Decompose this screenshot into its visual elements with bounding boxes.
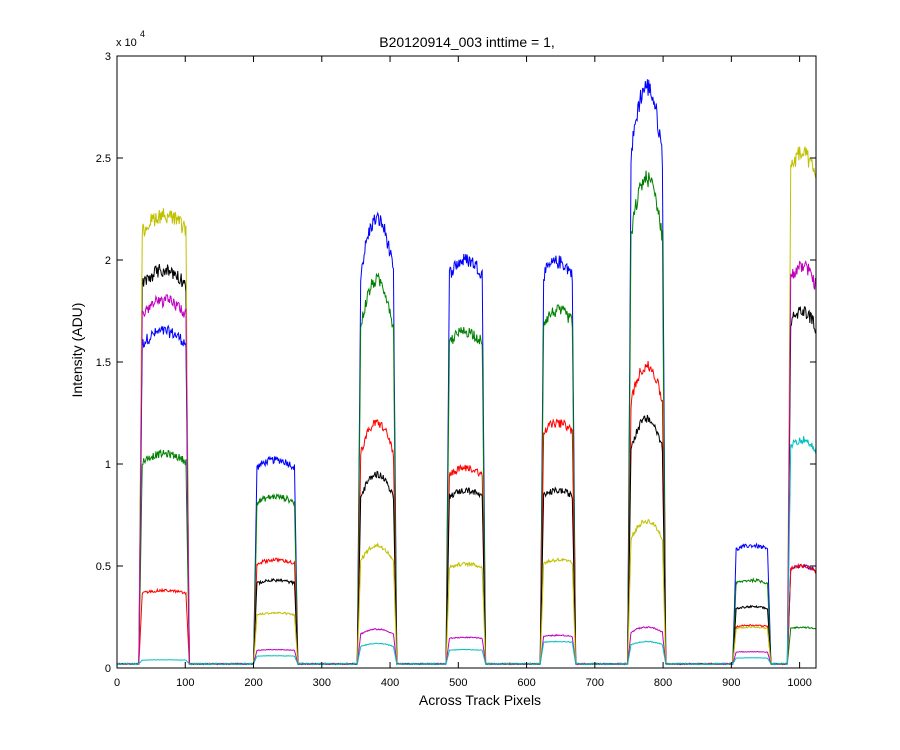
x-tick-label: 1000 [787,677,811,689]
y-exponent-power: 4 [140,29,145,39]
x-tick-label: 900 [722,677,740,689]
x-tick-label: 600 [517,677,535,689]
x-axis-label: Across Track Pixels [419,692,541,708]
x-tick-label: 300 [313,677,331,689]
y-tick-label: 0.5 [96,561,111,573]
y-tick-label: 1.5 [96,357,111,369]
y-tick-label: 0 [105,663,111,675]
y-tick-label: 2 [105,255,111,267]
y-axis: 0 0.5 1 1.5 2 2.5 3 [96,51,816,675]
y-axis-label: Intensity (ADU) [69,303,85,398]
x-tick-label: 500 [449,677,467,689]
y-tick-label: 2.5 [96,153,111,165]
x-tick-label: 800 [654,677,672,689]
x-tick-label: 100 [176,677,194,689]
y-exponent-label: x 10 [116,37,137,49]
chart-title: B20120914_003 inttime = 1, [379,34,555,50]
x-tick-label: 0 [114,677,120,689]
series-layer [116,79,817,666]
y-tick-label: 3 [105,51,111,63]
x-tick-label: 200 [244,677,262,689]
y-tick-label: 1 [105,459,111,471]
x-axis: 0 100 200 300 400 500 600 700 800 900 1000 [114,56,812,689]
x-tick-label: 400 [381,677,399,689]
x-tick-label: 700 [586,677,604,689]
series-line-7 [116,436,817,666]
